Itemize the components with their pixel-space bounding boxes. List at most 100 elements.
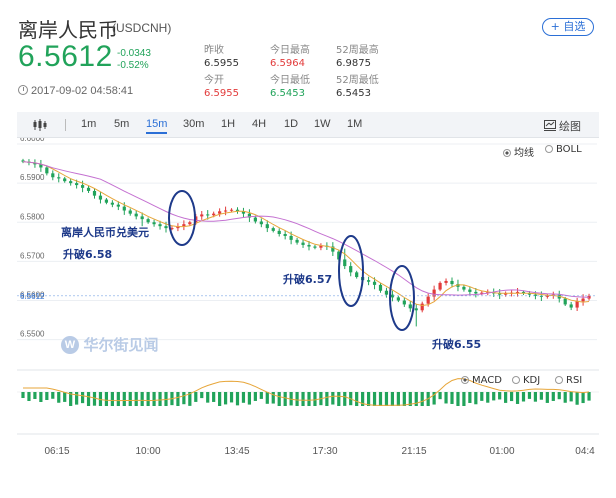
timestamp-text: 2017-09-02 04:58:41 (31, 85, 134, 97)
period-4h-tab[interactable]: 4H (252, 118, 267, 130)
macd-histogram-bar (402, 392, 406, 406)
candle-body (426, 296, 430, 304)
candle-body (521, 291, 526, 294)
macd-histogram-bar (229, 392, 234, 403)
macd-histogram-bar (152, 392, 156, 406)
macd-histogram-bar (63, 392, 67, 402)
macd-histogram-bar (462, 392, 466, 406)
macd-histogram-bar (515, 392, 520, 404)
breakout-highlight-6-57 (338, 235, 364, 307)
price-chart[interactable]: 6.6000 6.5900 6.5800 6.5700 6.5600 6.5500 06:1… (17, 134, 599, 483)
period-1h-tab[interactable]: 1H (221, 118, 236, 130)
period-30m-tab[interactable]: 30m (183, 118, 205, 130)
period-5m-tab[interactable]: 5m (114, 118, 130, 130)
candle-body (295, 239, 299, 243)
stat-day-high: 今日最高 6.5964 (270, 44, 310, 70)
annotation-6-57: 升破6.57 (283, 273, 333, 286)
candle-body (176, 226, 180, 229)
candlestick-chart[interactable]: 6.6000 6.5900 6.5800 6.5700 6.5600 6.5500 06:1… (17, 134, 599, 483)
candle-body (110, 202, 114, 205)
radio-icon (555, 376, 563, 384)
macd-histogram-bar (474, 392, 478, 405)
chart-toolbar: 1m 5m 15m 30m 1H 4H 1D 1W 1M 绘图 (17, 112, 599, 138)
macd-histogram-bar (283, 392, 287, 406)
period-1d-tab[interactable]: 1D (284, 118, 299, 130)
macd-histogram-bar (194, 392, 198, 402)
instrument-title: 离岸人民币 (18, 18, 118, 42)
candle-body (319, 245, 323, 248)
candle-body (200, 214, 204, 217)
candle-body (378, 284, 383, 291)
macd-histogram-bar (498, 392, 502, 400)
price-change: -0.0343 -0.52% (117, 48, 151, 72)
x-tick-label: 06:15 (44, 446, 69, 457)
period-1w-tab[interactable]: 1W (314, 118, 331, 130)
candle-body (575, 301, 579, 308)
candle-body (152, 222, 156, 225)
macd-histogram-bar (378, 392, 383, 406)
ma-slow-line (22, 161, 590, 298)
macd-histogram-bar (92, 392, 97, 406)
drawing-tool-button[interactable]: 绘图 (544, 118, 581, 134)
macd-histogram-bar (253, 392, 257, 401)
macd-histogram-bar (587, 392, 591, 401)
macd-histogram-bar (104, 392, 109, 406)
candle-body (51, 173, 55, 178)
overlay-boll-option[interactable]: BOLL (545, 144, 582, 155)
macd-histogram-bar (557, 392, 561, 400)
candle-body (432, 289, 436, 297)
annotation-6-58-line1: 离岸人民币兑美元 (61, 226, 149, 239)
add-to-watchlist-button[interactable]: + 自选 (542, 18, 594, 36)
macd-histogram-bar (212, 392, 216, 402)
candle-body (69, 181, 73, 184)
macd-histogram-bar (271, 392, 275, 404)
macd-histogram-bar (134, 392, 138, 406)
candle-body (259, 221, 263, 225)
candlestick-icon[interactable] (33, 119, 47, 131)
indicator-macd-option[interactable]: MACD (461, 375, 502, 386)
period-15m-tab[interactable]: 15m (146, 118, 168, 134)
macd-histogram-bar (295, 392, 299, 406)
period-1m-tab[interactable]: 1m (81, 118, 97, 130)
stat-label: 今开 (204, 75, 224, 86)
candle-body (229, 209, 234, 211)
x-tick-label: 10:00 (135, 446, 160, 457)
macd-histogram-bar (384, 392, 389, 406)
candle-body (569, 304, 573, 308)
candle-body (444, 280, 448, 283)
candle-body (438, 282, 442, 290)
candle-body (164, 226, 168, 229)
breakout-highlight-6-58 (168, 190, 196, 246)
candle-body (57, 177, 61, 179)
stat-value: 6.5453 (270, 88, 305, 99)
y-tick-label: 6.5700 (20, 251, 45, 260)
macd-histogram-bar (75, 392, 79, 405)
stat-label: 52周最低 (336, 75, 379, 86)
macd-histogram-bar (468, 392, 472, 403)
candle-body (372, 281, 377, 285)
stat-label: 今日最高 (270, 45, 310, 56)
macd-histogram-bar (444, 392, 448, 404)
candle-body (366, 280, 371, 282)
candle-body (206, 214, 210, 216)
y-tick-label: 6.5900 (20, 173, 45, 182)
candle-body (486, 291, 490, 293)
candle-body (21, 160, 25, 162)
candle-body (337, 251, 341, 260)
candle-body (158, 224, 162, 227)
candle-body (414, 308, 418, 311)
current-price: 6.5612 (18, 40, 113, 73)
macd-histogram-bar (140, 392, 144, 406)
macd-histogram-bar (182, 392, 186, 405)
indicator-rsi-option[interactable]: RSI (555, 375, 582, 386)
period-1mo-tab[interactable]: 1M (347, 118, 363, 130)
overlay-ma-option[interactable]: 均线 (503, 144, 534, 159)
macd-histogram-bar (480, 392, 484, 401)
radio-selected-icon (461, 376, 469, 384)
macd-histogram-bar (551, 392, 555, 401)
x-tick-label: 21:15 (401, 446, 426, 457)
candle-body (289, 235, 293, 240)
indicator-kdj-option[interactable]: KDJ (512, 375, 540, 386)
macd-histogram-bar (486, 392, 490, 403)
macd-histogram-bar (27, 392, 31, 401)
